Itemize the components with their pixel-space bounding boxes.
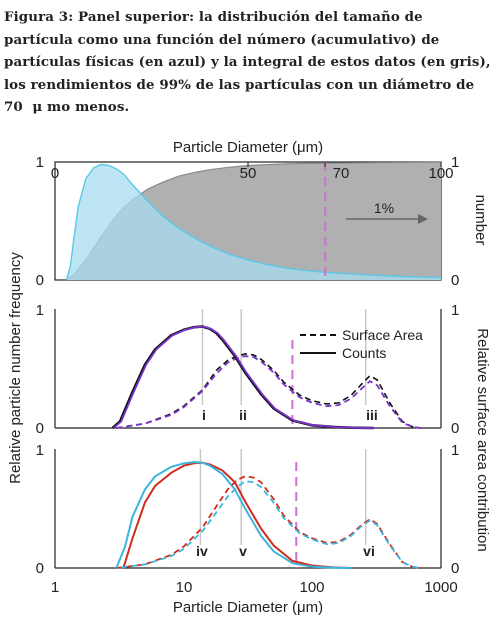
- bottom-x-axis-title: Particle Diameter (μm): [173, 599, 323, 616]
- bottom-y-tick-label-left: 1: [36, 442, 44, 459]
- figure-caption: Figura 3: Panel superior: la distribució…: [4, 6, 496, 119]
- distribution-line: [65, 163, 442, 281]
- ref-label-v: v: [239, 543, 247, 559]
- top-y-tick-label-left: 0: [36, 272, 44, 289]
- top-y-tick-label-left: 1: [36, 154, 44, 171]
- top-x-tick-label: 50: [240, 165, 257, 182]
- bottom-x-tick-label: 1000: [424, 579, 457, 596]
- ref-label-vi: vi: [363, 543, 375, 559]
- surface-area-line-red: [116, 475, 422, 569]
- bottom-x-tick-label: 1: [51, 579, 59, 596]
- ref-label-ii: ii: [239, 407, 247, 423]
- bottom-y-tick-label-right: 1: [451, 442, 459, 459]
- counts-line-cyan: [115, 461, 352, 569]
- top-x-tick-label: 100: [428, 165, 453, 182]
- bottom-x-tick-label: 10: [176, 579, 193, 596]
- bottom-panel: 1 0 1 0 1 10 100 1000 Particle Diameter …: [36, 442, 460, 616]
- counts-line-purple: [113, 325, 375, 429]
- top-y-tick-label-right: 1: [451, 154, 459, 171]
- ref-label-iii: iii: [366, 407, 378, 423]
- figure-caption-text: Figura 3: Panel superior: la distribució…: [4, 9, 496, 115]
- ref-label-i: i: [202, 407, 206, 423]
- top-x-tick-label: 70: [333, 165, 350, 182]
- bottom-x-tick-label: 100: [299, 579, 324, 596]
- bottom-y-tick-label-left: 0: [36, 560, 44, 577]
- ref-label-iv: iv: [196, 543, 208, 559]
- middle-y-tick-label-left: 1: [36, 302, 44, 319]
- surface-area-line-black: [116, 353, 422, 429]
- middle-y-tick-label-right: 1: [451, 302, 459, 319]
- one-percent-label: 1%: [374, 200, 394, 216]
- surface-area-line-cyan: [116, 480, 422, 569]
- middle-y-tick-label-left: 0: [36, 420, 44, 437]
- distribution-area: [66, 164, 441, 280]
- right-axis-title: Relative surface area contribution: [474, 328, 491, 551]
- counts-line-red: [122, 461, 352, 569]
- middle-y-tick-label-right: 0: [451, 420, 459, 437]
- top-y-axis-title-right: number: [472, 195, 489, 246]
- top-panel: Particle Diameter (μm) 0 50 70 100 1 0 1…: [36, 139, 489, 289]
- middle-panel: 1 0 1 0 Surface Area Counts i ii iii: [36, 302, 460, 437]
- one-percent-arrowhead: [418, 214, 428, 224]
- top-x-tick-label: 0: [51, 165, 59, 182]
- left-axis-title: Relative particle number frequency: [7, 252, 24, 484]
- surface-area-line-purple: [116, 355, 422, 429]
- top-x-axis-title: Particle Diameter (μm): [173, 139, 323, 156]
- top-y-tick-label-right: 0: [451, 272, 459, 289]
- legend-label-surface-area: Surface Area: [342, 327, 423, 343]
- bottom-y-tick-label-right: 0: [451, 560, 459, 577]
- legend-label-counts: Counts: [342, 345, 386, 361]
